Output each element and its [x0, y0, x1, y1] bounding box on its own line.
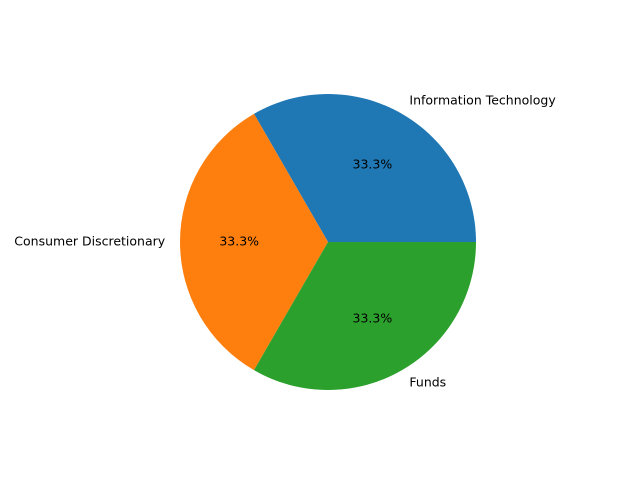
pie-labels: Information Technology 33.3% Consumer Disc…	[14, 93, 556, 390]
percent-information-technology: 33.3%	[353, 157, 393, 172]
percent-funds: 33.3%	[353, 310, 393, 325]
label-information-technology: Information Technology	[409, 93, 556, 108]
slice-funds	[254, 242, 476, 390]
percent-consumer-discretionary: 33.3%	[219, 234, 259, 249]
pie-slices	[179, 93, 476, 390]
slice-information-technology	[254, 93, 476, 242]
label-consumer-discretionary: Consumer Discretionary	[14, 234, 165, 249]
label-funds: Funds	[409, 374, 446, 389]
